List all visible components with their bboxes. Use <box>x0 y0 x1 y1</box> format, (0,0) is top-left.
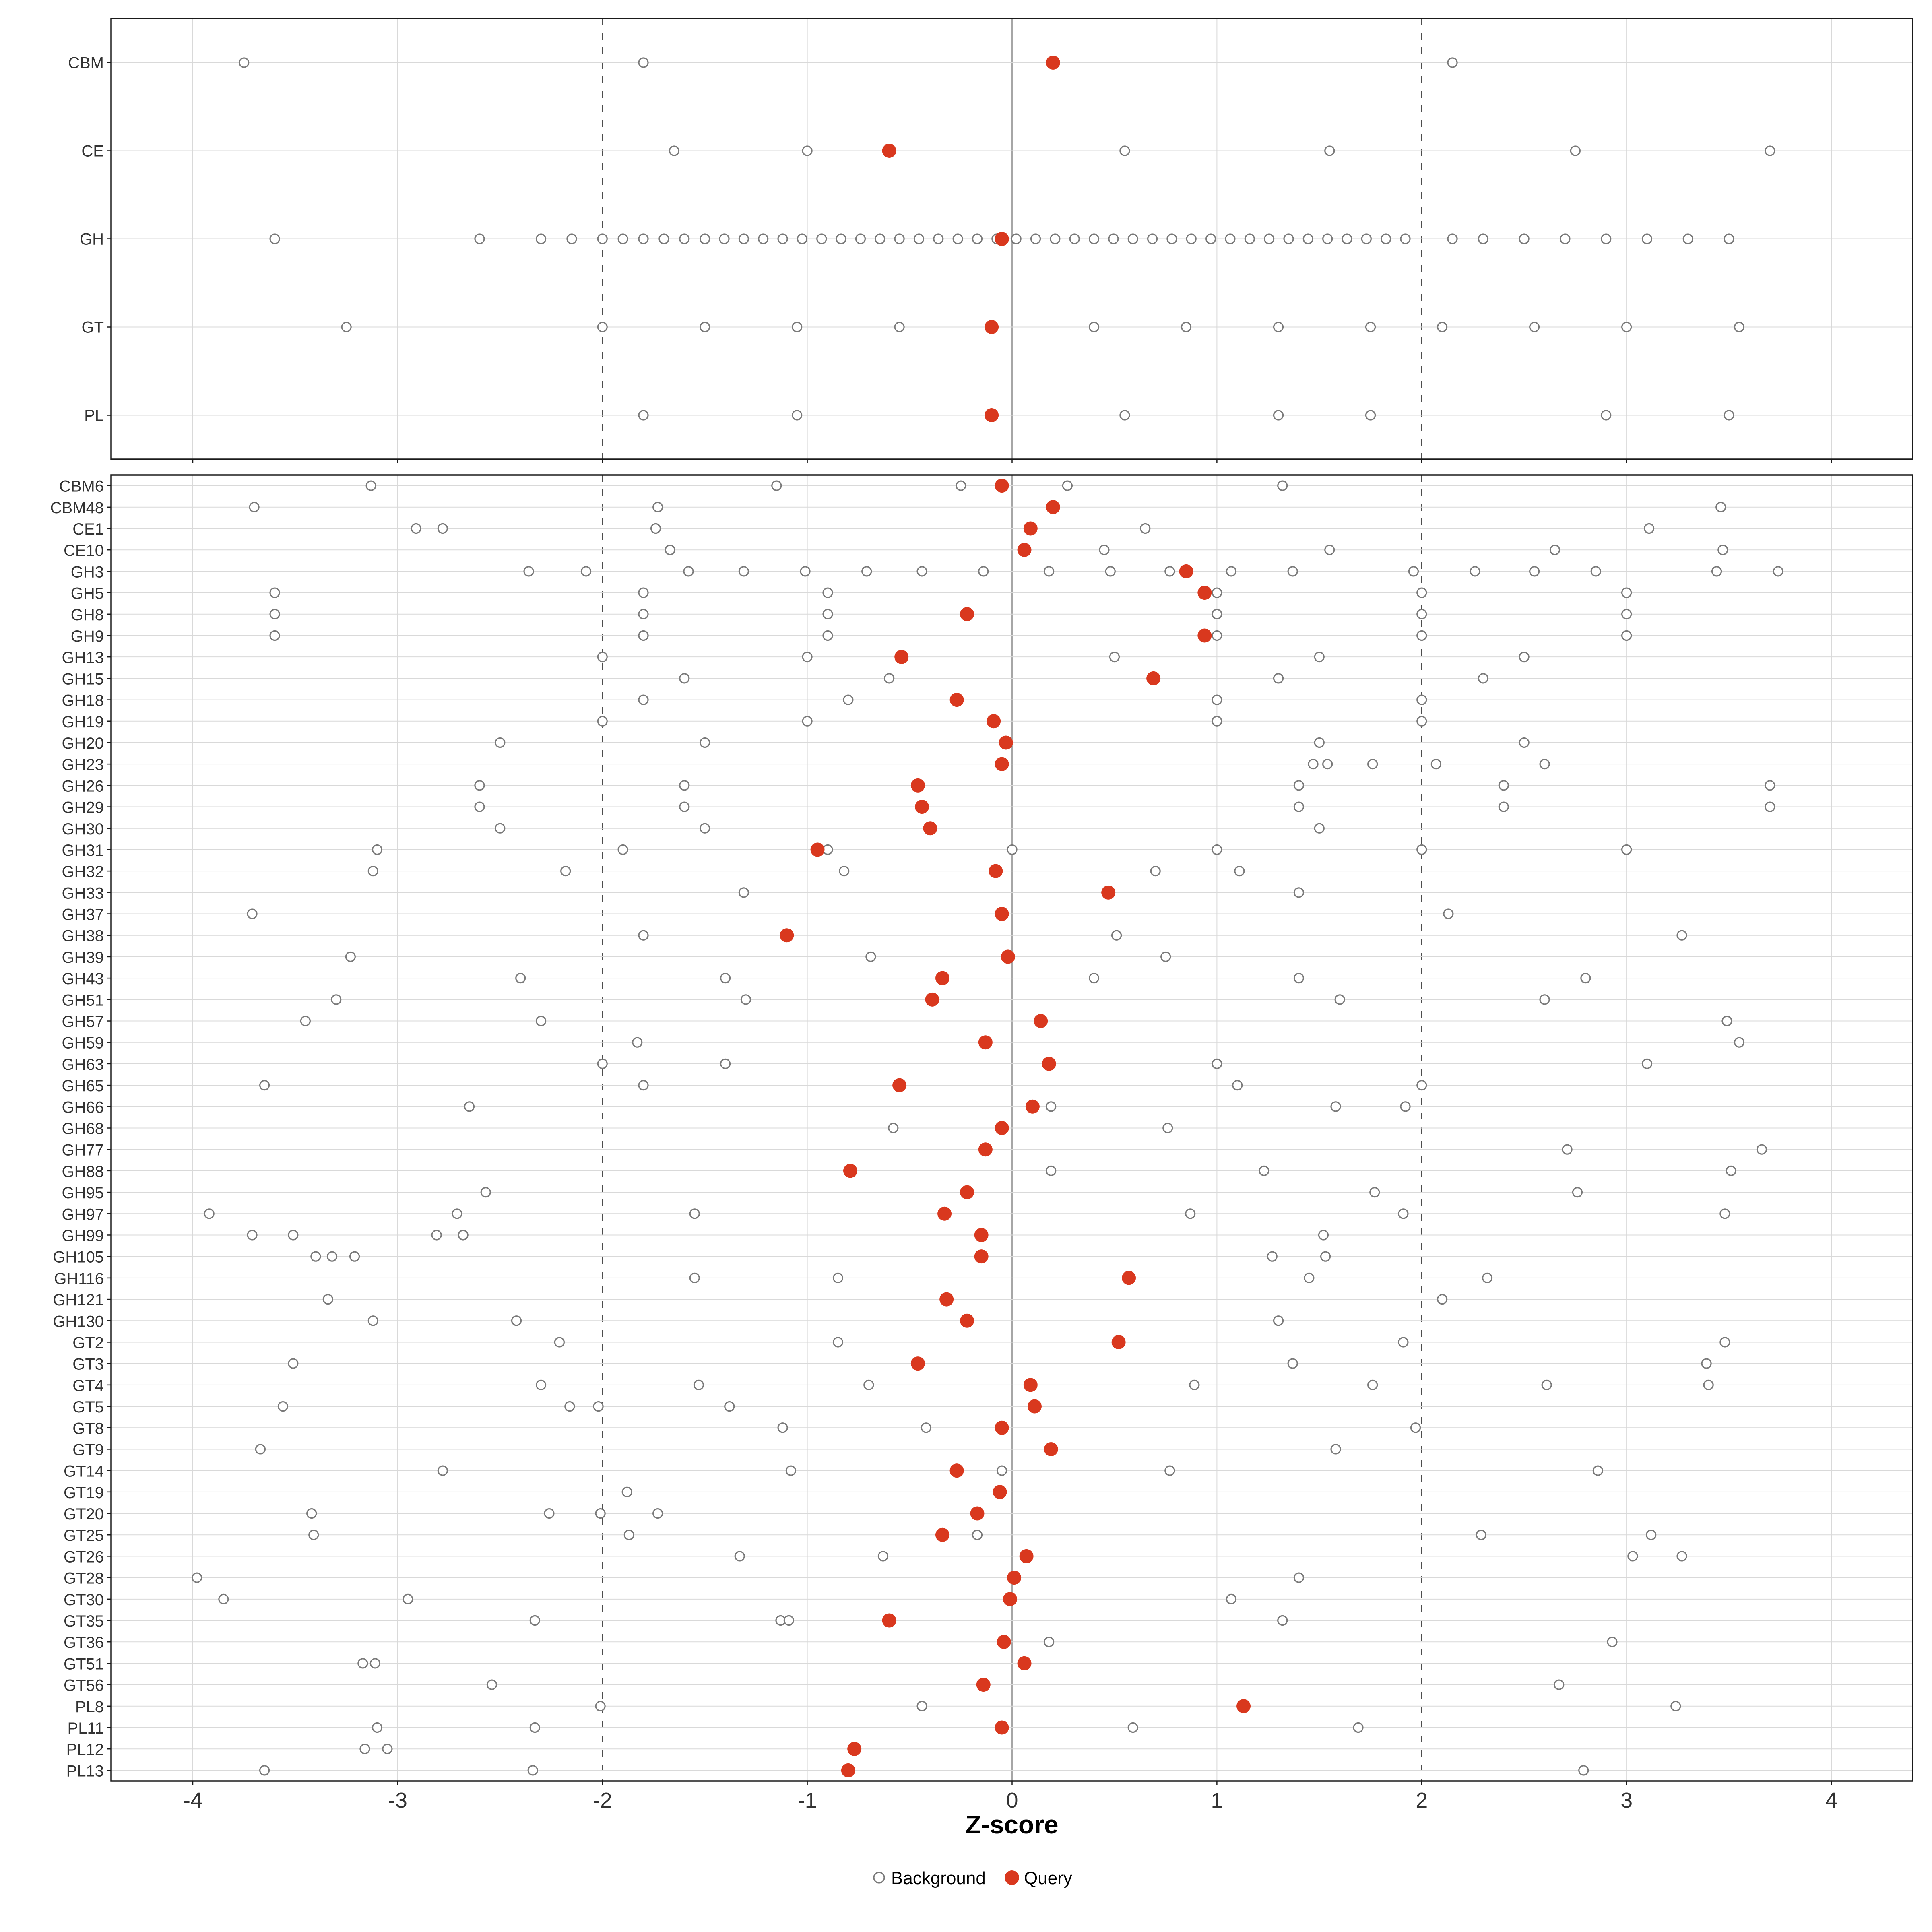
svg-text:GH43: GH43 <box>62 970 104 988</box>
svg-text:GH23: GH23 <box>62 756 104 774</box>
svg-text:GH99: GH99 <box>62 1227 104 1245</box>
svg-text:Z-score: Z-score <box>965 1810 1058 1839</box>
svg-text:PL11: PL11 <box>68 1719 104 1737</box>
svg-text:GH13: GH13 <box>62 649 104 667</box>
svg-text:-4: -4 <box>183 1788 202 1812</box>
svg-text:GH66: GH66 <box>62 1098 104 1116</box>
svg-text:GH26: GH26 <box>62 777 104 795</box>
svg-text:GT56: GT56 <box>64 1677 104 1695</box>
svg-text:4: 4 <box>1825 1788 1837 1812</box>
svg-text:CE: CE <box>81 142 104 160</box>
svg-text:GH95: GH95 <box>62 1184 104 1202</box>
svg-text:GH130: GH130 <box>53 1313 104 1330</box>
svg-text:GT3: GT3 <box>72 1356 104 1373</box>
svg-text:GT5: GT5 <box>72 1398 104 1416</box>
svg-text:GH63: GH63 <box>62 1056 104 1073</box>
svg-text:1: 1 <box>1211 1788 1223 1812</box>
svg-text:GH97: GH97 <box>62 1205 104 1223</box>
svg-text:CBM6: CBM6 <box>59 478 104 495</box>
svg-text:GH18: GH18 <box>62 692 104 710</box>
svg-text:GH105: GH105 <box>53 1249 104 1266</box>
svg-text:GH31: GH31 <box>62 842 104 859</box>
svg-text:GH38: GH38 <box>62 927 104 945</box>
svg-text:GT28: GT28 <box>64 1570 104 1587</box>
svg-text:GH37: GH37 <box>62 906 104 924</box>
svg-text:GH88: GH88 <box>62 1163 104 1181</box>
svg-text:GH121: GH121 <box>53 1291 104 1309</box>
svg-text:GH51: GH51 <box>62 991 104 1009</box>
svg-text:GT26: GT26 <box>64 1548 104 1566</box>
svg-text:CBM48: CBM48 <box>50 499 104 517</box>
svg-text:GH15: GH15 <box>62 670 104 688</box>
svg-text:PL8: PL8 <box>75 1698 104 1716</box>
svg-text:GH29: GH29 <box>62 799 104 817</box>
svg-text:GH3: GH3 <box>71 563 104 581</box>
svg-text:GH59: GH59 <box>62 1034 104 1052</box>
svg-text:3: 3 <box>1620 1788 1633 1812</box>
svg-text:GT25: GT25 <box>64 1527 104 1544</box>
svg-text:2: 2 <box>1416 1788 1428 1812</box>
svg-text:GT19: GT19 <box>64 1484 104 1502</box>
svg-text:CE1: CE1 <box>72 520 104 538</box>
svg-text:GH5: GH5 <box>71 585 104 603</box>
svg-text:GH39: GH39 <box>62 949 104 966</box>
svg-text:GT: GT <box>81 319 104 336</box>
svg-text:-1: -1 <box>798 1788 817 1812</box>
svg-text:GH68: GH68 <box>62 1120 104 1138</box>
svg-text:Background: Background <box>891 1868 986 1888</box>
svg-text:PL: PL <box>84 407 104 425</box>
svg-text:0: 0 <box>1006 1788 1018 1812</box>
svg-text:GT35: GT35 <box>64 1612 104 1630</box>
svg-text:GH57: GH57 <box>62 1013 104 1031</box>
svg-text:CE10: CE10 <box>64 542 104 559</box>
svg-text:GT4: GT4 <box>72 1377 104 1395</box>
svg-text:GH116: GH116 <box>54 1270 104 1288</box>
svg-text:PL13: PL13 <box>66 1762 104 1780</box>
svg-text:GT20: GT20 <box>64 1505 104 1523</box>
svg-text:GH65: GH65 <box>62 1077 104 1095</box>
svg-text:GH19: GH19 <box>62 713 104 731</box>
svg-text:GH77: GH77 <box>62 1141 104 1159</box>
svg-text:-2: -2 <box>593 1788 612 1812</box>
svg-text:Query: Query <box>1024 1868 1072 1888</box>
svg-text:GH9: GH9 <box>71 627 104 645</box>
svg-text:GH32: GH32 <box>62 863 104 881</box>
svg-text:-3: -3 <box>388 1788 407 1812</box>
svg-text:GH8: GH8 <box>71 606 104 624</box>
svg-text:GH33: GH33 <box>62 884 104 902</box>
svg-text:GT8: GT8 <box>72 1420 104 1437</box>
svg-text:GT9: GT9 <box>72 1441 104 1459</box>
svg-text:GH20: GH20 <box>62 735 104 752</box>
svg-text:GH: GH <box>80 231 104 248</box>
svg-text:GT51: GT51 <box>64 1655 104 1673</box>
svg-text:CBM: CBM <box>68 54 104 72</box>
svg-text:GT30: GT30 <box>64 1591 104 1609</box>
svg-text:GH30: GH30 <box>62 820 104 838</box>
svg-text:GT2: GT2 <box>72 1334 104 1352</box>
svg-text:PL12: PL12 <box>66 1741 104 1759</box>
svg-text:GT36: GT36 <box>64 1634 104 1651</box>
svg-text:GT14: GT14 <box>64 1463 104 1480</box>
